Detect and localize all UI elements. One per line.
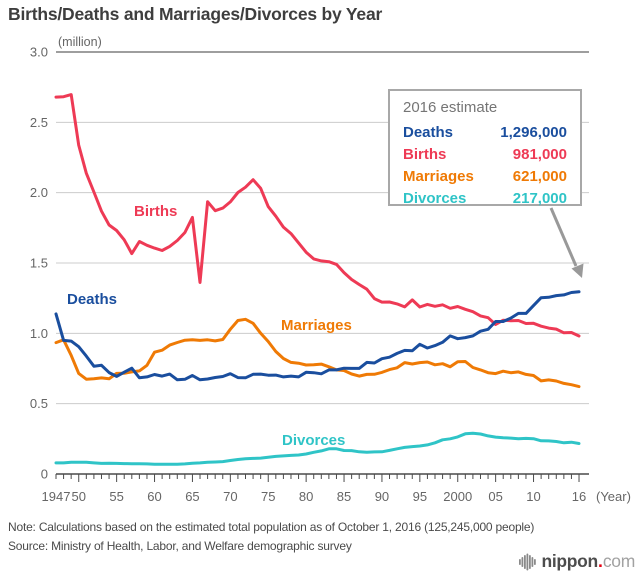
series-line-divorces [54, 431, 581, 466]
svg-text:10: 10 [526, 489, 540, 504]
logo-dot: . [597, 551, 603, 571]
svg-text:70: 70 [223, 489, 237, 504]
svg-text:2.5: 2.5 [30, 115, 48, 130]
svg-text:16: 16 [572, 489, 586, 504]
callout-title: 2016 estimate [403, 99, 498, 116]
series-label-deaths: Deaths [67, 291, 118, 308]
y-axis-unit: (million) [58, 35, 102, 49]
page-title: Births/Deaths and Marriages/Divorces by … [8, 4, 383, 24]
source-text: Source: Ministry of Health, Labor, and W… [8, 539, 352, 553]
callout-label-deaths: Deaths [403, 124, 454, 141]
logo-text: nippon.com [541, 551, 635, 572]
chart-area: 3.0 2.5 2.0 1.5 1.0 0.5 0 (million) 1947 50 55 60 65… [30, 35, 631, 504]
callout-row-divorces: Divorces 217,000 [403, 188, 567, 210]
x-axis-ticks: 1947 50 55 60 65 70 75 80 85 90 95 2000 05 10 16 [42, 474, 586, 504]
svg-text:85: 85 [337, 489, 351, 504]
svg-text:0: 0 [41, 467, 48, 482]
callout-label-births: Births [403, 146, 447, 163]
svg-text:2.0: 2.0 [30, 185, 48, 200]
nippon-logo[interactable]: nippon.com [519, 551, 635, 572]
svg-text:60: 60 [147, 489, 161, 504]
svg-text:0.5: 0.5 [30, 396, 48, 411]
svg-text:1947: 1947 [42, 489, 71, 504]
series-label-divorces: Divorces [282, 432, 346, 449]
svg-text:1.5: 1.5 [30, 255, 48, 270]
svg-text:95: 95 [413, 489, 427, 504]
callout-label-marriages: Marriages [403, 168, 474, 185]
svg-text:75: 75 [261, 489, 275, 504]
svg-text:55: 55 [109, 489, 123, 504]
svg-text:90: 90 [375, 489, 389, 504]
series-label-births: Births [134, 203, 178, 220]
x-axis-unit: (Year) [596, 489, 631, 504]
callout-value-divorces: 217,000 [512, 190, 567, 207]
series-line-births [54, 93, 581, 338]
callout-row-marriages: Marriages 621,000 [403, 166, 567, 188]
note-text: Note: Calculations based on the estimate… [8, 520, 535, 534]
callout-arrow [549, 207, 578, 267]
nippon-logo-bars-icon [519, 553, 537, 570]
callout-label-divorces: Divorces [403, 190, 467, 207]
series-line-marriages [54, 317, 581, 389]
callout-value-deaths: 1,296,000 [500, 124, 567, 141]
logo-text-nippon: nippon [541, 551, 598, 571]
svg-text:65: 65 [185, 489, 199, 504]
callout-row-births: Births 981,000 [403, 144, 567, 166]
svg-text:3.0: 3.0 [30, 44, 48, 59]
footnotes: Note: Calculations based on the estimate… [8, 518, 638, 556]
estimate-callout: 2016 estimate Deaths 1,296,000 Births 98… [388, 89, 582, 207]
series-label-marriages: Marriages [281, 317, 352, 334]
logo-text-com: com [602, 551, 635, 571]
callout-arrowhead-icon [571, 263, 584, 278]
svg-text:50: 50 [72, 489, 86, 504]
svg-text:80: 80 [299, 489, 313, 504]
callout-row-deaths: Deaths 1,296,000 [403, 122, 567, 144]
callout-value-births: 981,000 [512, 146, 567, 163]
series-line-deaths [54, 290, 581, 382]
svg-text:1.0: 1.0 [30, 326, 48, 341]
svg-text:05: 05 [488, 489, 502, 504]
svg-text:2000: 2000 [443, 489, 472, 504]
callout-value-marriages: 621,000 [512, 168, 567, 185]
